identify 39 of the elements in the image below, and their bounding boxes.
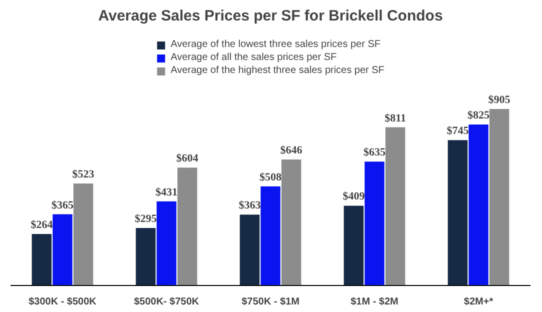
data-label: $635 <box>364 146 386 159</box>
x-tick-label: $1M - $2M <box>350 296 398 308</box>
bar <box>385 127 406 286</box>
x-tick-label: $750K - $1M <box>242 296 300 308</box>
data-label: $745 <box>446 125 470 138</box>
chart-title: Average Sales Prices per SF for Brickell Condos <box>98 8 443 24</box>
data-label: $825 <box>468 110 490 122</box>
data-label: $646 <box>280 144 303 156</box>
bar <box>52 214 72 286</box>
bar <box>136 228 156 286</box>
legend-label: Average of the lowest three sales prices per SF <box>170 39 381 50</box>
x-tick-label: $300K - $500K <box>28 296 98 308</box>
bar <box>489 108 510 286</box>
data-label: $604 <box>176 152 199 165</box>
data-label: $264 <box>30 219 54 231</box>
bar <box>344 206 364 286</box>
data-label: $431 <box>156 186 178 198</box>
data-label: $365 <box>52 199 74 212</box>
data-label: $523 <box>72 168 95 180</box>
legend-label: Average of the highest three sales prices per SF <box>170 65 384 76</box>
bar <box>177 168 198 286</box>
bar <box>364 162 384 286</box>
data-label: $905 <box>488 94 511 106</box>
bar <box>448 140 468 286</box>
bar <box>240 214 260 286</box>
bar <box>281 159 302 286</box>
legend-label: Average of all the sales prices per SF <box>170 52 337 63</box>
data-label: $409 <box>342 190 366 203</box>
data-label: $811 <box>384 112 406 124</box>
data-label: $508 <box>260 171 282 184</box>
bar <box>260 186 280 286</box>
bar <box>156 201 176 286</box>
bar <box>73 183 94 286</box>
data-label: $295 <box>134 212 158 225</box>
x-tick-label: $2M+* <box>464 296 494 308</box>
bar <box>468 124 488 286</box>
data-label: $363 <box>238 200 262 212</box>
bar <box>32 234 52 286</box>
x-tick-label: $500K- $750K <box>134 296 200 308</box>
